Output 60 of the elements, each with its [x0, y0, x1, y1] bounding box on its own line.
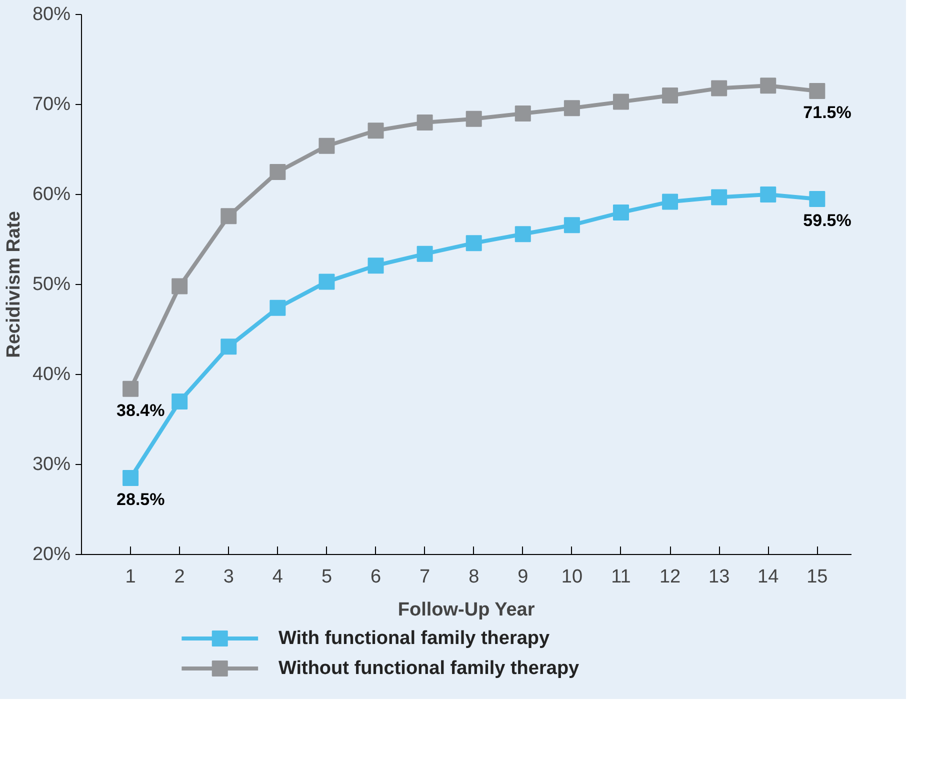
point [220, 338, 237, 355]
data-label: 59.5% [803, 211, 852, 230]
y-tick-label: 30% [32, 454, 71, 475]
point [612, 94, 629, 110]
x-tick-label: 1 [125, 566, 136, 588]
legend-label: With functional family therapy [278, 628, 550, 649]
x-tick-label: 7 [420, 566, 430, 588]
point [711, 189, 728, 206]
x-tick-label: 5 [321, 566, 332, 588]
x-tick-label: 12 [659, 566, 681, 588]
y-tick-label: 40% [32, 364, 71, 385]
y-tick-label: 80% [32, 4, 71, 25]
x-tick-label: 6 [370, 566, 382, 588]
point [466, 110, 482, 127]
point [172, 394, 188, 410]
y-tick-label: 70% [32, 94, 71, 115]
point [220, 208, 237, 224]
point [368, 122, 384, 139]
x-axis-title: Follow-Up Year [398, 600, 536, 620]
x-tick-label: 13 [708, 566, 730, 588]
x-tick-label: 11 [611, 566, 631, 588]
point [514, 106, 531, 122]
x-tick-label: 14 [758, 566, 780, 588]
y-tick-label: 50% [32, 274, 71, 295]
point [270, 164, 286, 180]
point [172, 278, 188, 294]
y-tick-label: 60% [32, 184, 71, 205]
x-tick-label: 15 [806, 566, 828, 588]
point [368, 258, 384, 274]
point [122, 380, 139, 397]
point [122, 470, 139, 486]
point [711, 80, 728, 96]
data-label: 38.4% [116, 400, 165, 420]
point [662, 194, 678, 210]
x-tick-label: 3 [223, 566, 234, 588]
point [760, 78, 776, 94]
point [270, 300, 286, 316]
point [514, 226, 531, 242]
point [662, 88, 678, 104]
point [318, 138, 335, 154]
point [318, 274, 335, 290]
point [760, 186, 776, 202]
y-axis-title: Recidivism Rate [3, 211, 24, 358]
point [416, 114, 433, 130]
x-tick-label: 4 [272, 566, 284, 588]
point [416, 246, 433, 262]
point [564, 217, 580, 234]
x-tick-label: 8 [468, 566, 480, 588]
data-label: 28.5% [116, 490, 165, 509]
x-tick-label: 10 [561, 566, 583, 588]
point [466, 235, 482, 252]
data-label: 71.5% [803, 103, 852, 122]
point [809, 83, 826, 99]
legend-label: Without functional family therapy [278, 658, 580, 679]
y-tick-label: 20% [32, 544, 71, 565]
x-tick-label: 9 [518, 566, 528, 588]
point [809, 191, 826, 207]
point [612, 204, 629, 220]
x-tick-label: 2 [174, 566, 185, 588]
point [564, 100, 580, 116]
